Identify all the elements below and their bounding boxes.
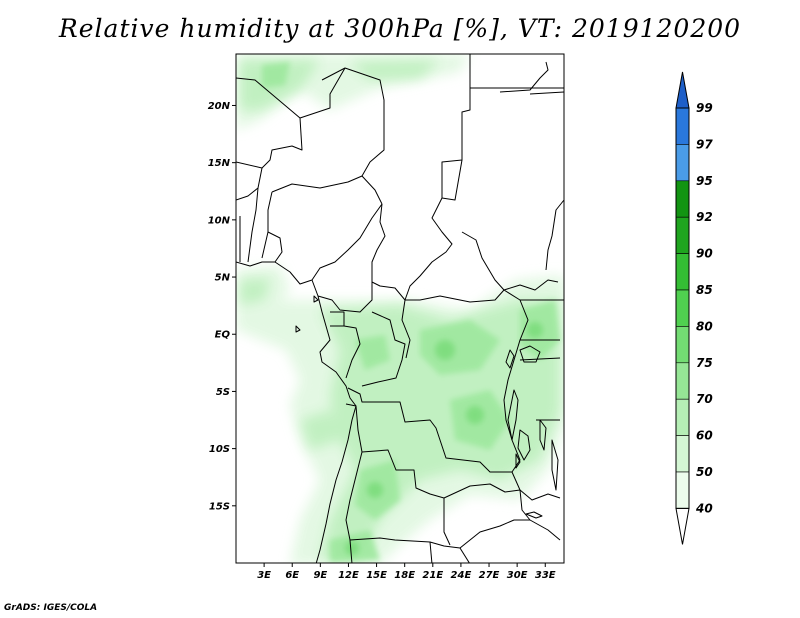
lon-tick-label: 6E: [285, 570, 299, 581]
colorbar-label: 70: [696, 392, 713, 406]
colorbar-label: 85: [696, 283, 713, 297]
lat-tick-label: 15N: [208, 158, 231, 169]
lon-tick-label: 30E: [507, 570, 528, 581]
latitude-axis: 20N 15N 10N 5N EQ 5S 10S 15S: [208, 101, 236, 512]
colorbar-segment: [675, 180, 690, 218]
colorbar-segment: [675, 326, 690, 364]
colorbar-label: 60: [696, 429, 713, 443]
lat-tick-label: 5S: [216, 387, 230, 398]
longitude-axis: 3E 6E 9E 12E 15E 18E 21E 24E 27E 30E 33E: [257, 563, 556, 581]
colorbar-segment: [675, 435, 690, 473]
colorbar-label: 40: [695, 501, 713, 515]
colorbar-bottom-arrow: [675, 507, 690, 545]
lat-tick-label: 20N: [208, 101, 231, 112]
colorbar-label: 97: [696, 137, 713, 151]
lon-tick-label: 21E: [422, 570, 443, 581]
colorbar-label: 95: [696, 174, 713, 188]
colorbar-segment: [675, 144, 690, 182]
lat-tick-label: 10N: [208, 215, 231, 226]
map-title: Relative humidity at 300hPa [%], VT: 201…: [58, 14, 742, 43]
colorbar-top-arrow: [675, 71, 690, 109]
lat-tick-label: 10S: [209, 444, 230, 455]
lon-tick-label: 24E: [451, 570, 472, 581]
colorbar-segment: [675, 107, 690, 145]
colorbar-segment: [675, 216, 690, 254]
lon-tick-label: 27E: [479, 570, 500, 581]
colorbar-label: 75: [696, 356, 713, 370]
colorbar-segment: [675, 362, 690, 400]
colorbar-label: 99: [696, 101, 713, 115]
lon-tick-label: 33E: [535, 570, 556, 581]
colorbar-segment: [675, 398, 690, 436]
colorbar-segment: [675, 253, 690, 291]
grads-credit: GrADS: IGES/COLA: [4, 603, 98, 613]
colorbar: 99 97 95 92 90 85 80 75 70 60 50 40: [675, 71, 713, 545]
colorbar-label: 80: [696, 319, 713, 333]
colorbar-label: 90: [696, 247, 713, 261]
lon-tick-label: 9E: [313, 570, 327, 581]
humidity-shading: [236, 54, 564, 563]
lat-tick-label: EQ: [215, 330, 231, 341]
country-borders: [236, 54, 564, 563]
lon-tick-label: 12E: [338, 570, 359, 581]
colorbar-segment: [675, 289, 690, 327]
colorbar-segment: [675, 471, 690, 509]
lat-tick-label: 15S: [209, 501, 230, 512]
colorbar-label: 92: [696, 210, 713, 224]
lat-tick-label: 5N: [215, 273, 231, 284]
colorbar-label: 50: [696, 465, 713, 479]
lon-tick-label: 3E: [257, 570, 271, 581]
lon-tick-label: 15E: [366, 570, 387, 581]
lon-tick-label: 18E: [394, 570, 415, 581]
map-frame: [235, 53, 565, 564]
